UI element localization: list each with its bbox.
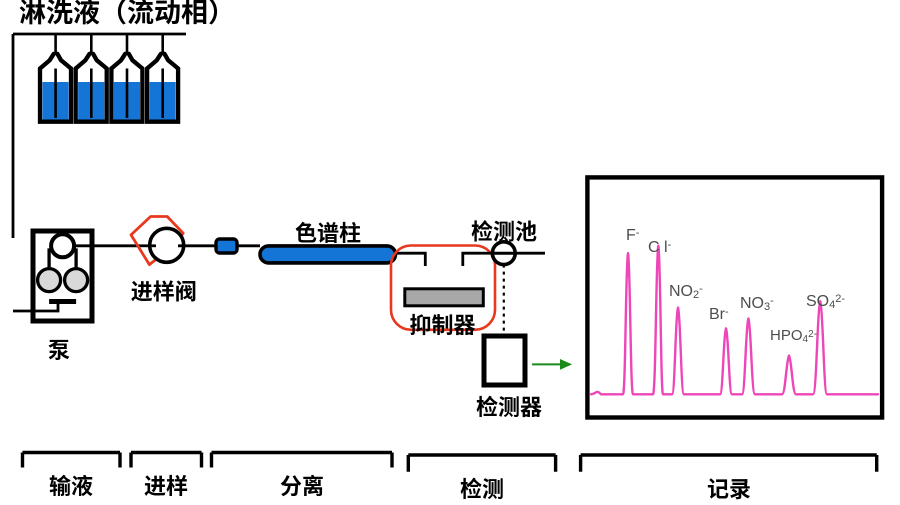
svg-text:分离: 分离 <box>280 469 324 501</box>
svg-text:检测器: 检测器 <box>476 390 542 422</box>
svg-text:进样阀: 进样阀 <box>131 275 197 307</box>
svg-text:淋洗液（流动相）: 淋洗液（流动相） <box>19 0 235 30</box>
svg-text:输液: 输液 <box>49 469 93 501</box>
svg-text:检测: 检测 <box>460 472 504 504</box>
svg-text:色谱柱: 色谱柱 <box>295 216 361 248</box>
svg-text:泵: 泵 <box>48 333 70 365</box>
svg-text:记录: 记录 <box>707 472 751 504</box>
svg-text:进样: 进样 <box>144 469 188 501</box>
svg-text:抑制器: 抑制器 <box>409 308 475 340</box>
